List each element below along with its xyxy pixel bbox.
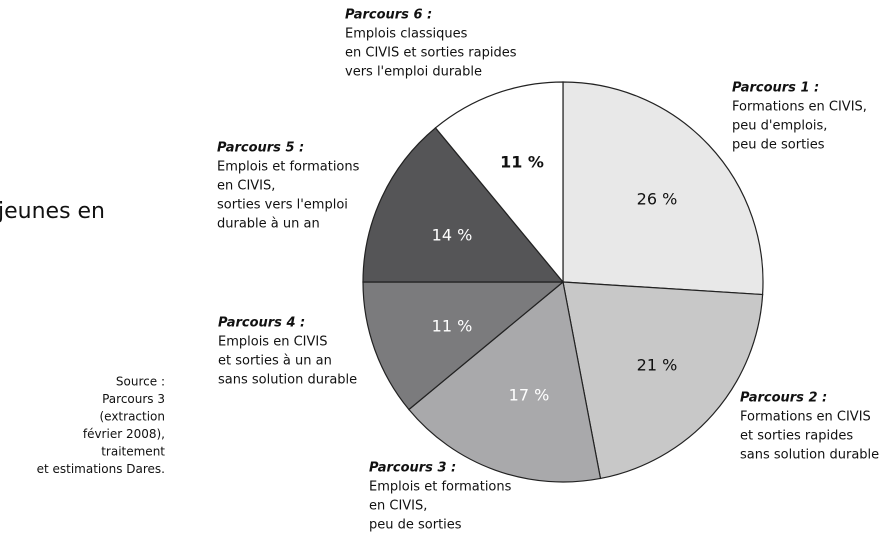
value-label: 14 %: [432, 226, 473, 245]
slice-description: Emplois en CIVIS: [218, 335, 327, 350]
pie-slice: [562, 281, 764, 480]
slice-description: et sorties à un an: [218, 354, 332, 369]
slice-title: Parcours 4 :: [218, 316, 305, 331]
slice-description: en CIVIS,: [369, 499, 427, 514]
slice-description: Emplois classiques: [345, 27, 468, 42]
source-note: février 2008),: [83, 427, 165, 441]
slice-description: peu de sorties: [732, 138, 825, 153]
slice-title: Parcours 1 :: [732, 81, 819, 96]
slice-description: vers l'emploi durable: [345, 65, 482, 80]
chart-title: jeunes en: [0, 199, 105, 224]
slice-description: Emplois et formations: [369, 480, 512, 495]
slice-title: Parcours 3 :: [369, 461, 456, 476]
source-note: traitement: [101, 445, 165, 459]
source-note: Source :: [116, 375, 165, 389]
value-label: 11 %: [432, 317, 473, 336]
slice-description: peu de sorties: [369, 518, 462, 533]
slice-description: sorties vers l'emploi: [217, 198, 348, 213]
slice-description: sans solution durable: [218, 373, 357, 388]
value-label: 26 %: [637, 190, 678, 209]
pie-slice: [562, 81, 764, 296]
slice-description: Formations en CIVIS,: [732, 100, 867, 115]
value-label: 17 %: [509, 386, 550, 405]
slice-title: Parcours 5 :: [217, 141, 304, 156]
slice-description: peu d'emplois,: [732, 119, 827, 134]
slice-title: Parcours 2 :: [740, 391, 827, 406]
slice-description: Formations en CIVIS: [740, 410, 871, 425]
value-label: 11 %: [500, 153, 544, 172]
pie-slice: [434, 81, 564, 284]
source-note: Parcours 3: [102, 392, 165, 406]
slice-description: et sorties rapides: [740, 429, 853, 444]
value-label: 21 %: [637, 356, 678, 375]
slice-description: en CIVIS,: [217, 179, 275, 194]
slice-description: durable à un an: [217, 217, 320, 232]
source-note: (extraction: [99, 410, 165, 424]
slice-description: en CIVIS et sorties rapides: [345, 46, 517, 61]
slice-description: Emplois et formations: [217, 160, 360, 175]
pie-slice: [408, 280, 602, 483]
source-note: et estimations Dares.: [37, 462, 165, 476]
pie-slice: [362, 127, 565, 283]
slice-description: sans solution durable: [740, 448, 879, 463]
slice-title: Parcours 6 :: [345, 8, 432, 23]
pie-slice: [362, 281, 565, 411]
